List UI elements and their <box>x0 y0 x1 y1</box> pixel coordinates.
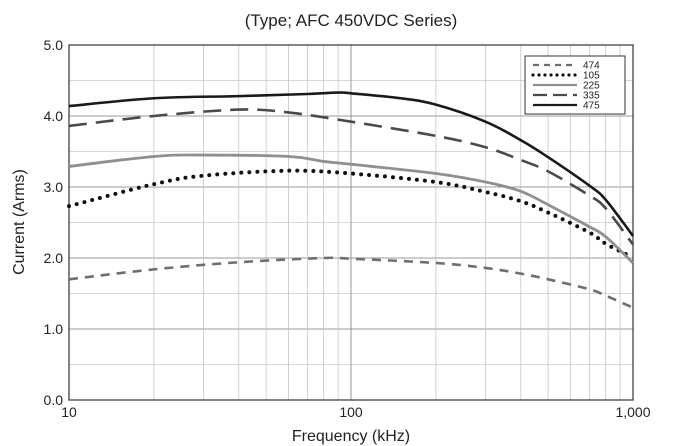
series-line-474 <box>68 256 634 309</box>
y-tick-label: 0.0 <box>44 392 64 408</box>
series-line-335 <box>68 108 635 246</box>
y-tick-label: 2.0 <box>44 250 64 266</box>
series-line-105 <box>67 168 629 257</box>
x-tick-label: 100 <box>339 404 363 420</box>
y-tick-label: 1.0 <box>44 321 64 337</box>
legend-label: 105 <box>583 71 600 82</box>
legend-label: 475 <box>583 101 600 112</box>
y-axis-label: Current (Arms) <box>11 169 28 275</box>
y-tick-label: 3.0 <box>44 179 64 195</box>
x-tick-label: 1,000 <box>615 404 650 420</box>
series-group <box>67 91 635 309</box>
legend-label: 335 <box>583 91 600 102</box>
y-tick-label: 5.0 <box>44 37 64 53</box>
x-tick-label: 10 <box>61 404 77 420</box>
y-tick-label: 4.0 <box>44 108 64 124</box>
legend-label: 225 <box>583 81 600 92</box>
plot-frame <box>68 44 634 401</box>
legend-label: 474 <box>583 61 600 72</box>
x-axis-label: Frequency (kHz) <box>292 428 410 445</box>
series-line-225 <box>68 153 634 264</box>
plot-area <box>68 44 634 401</box>
series-line-475 <box>68 91 635 237</box>
tick-labels: 0.0 1.0 2.0 3.0 4.0 5.0 10 100 1,000 <box>44 37 651 420</box>
chart-title: (Type; AFC 450VDC Series) <box>245 11 458 30</box>
